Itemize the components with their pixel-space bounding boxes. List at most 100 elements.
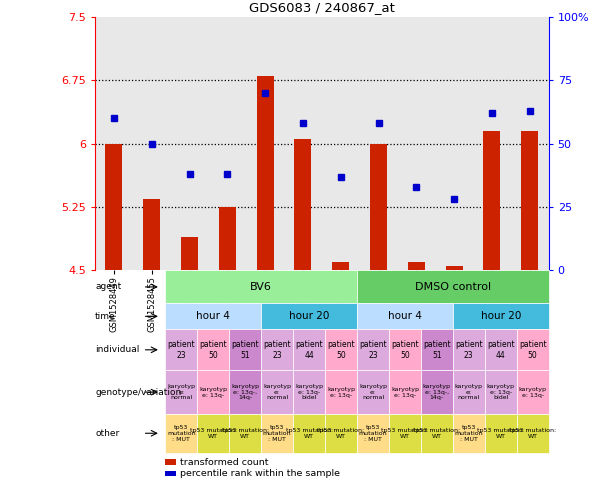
Bar — [453, 303, 549, 329]
Bar — [517, 329, 549, 370]
Bar — [197, 414, 229, 453]
Bar — [517, 414, 549, 453]
Bar — [485, 370, 517, 414]
Text: individual: individual — [95, 345, 139, 355]
Text: patient
44: patient 44 — [295, 340, 323, 359]
Bar — [389, 414, 421, 453]
Bar — [208, 17, 246, 270]
Bar — [485, 329, 517, 370]
Bar — [166, 414, 197, 453]
Text: tp53
mutation
: MUT: tp53 mutation : MUT — [359, 425, 387, 441]
Bar — [357, 414, 389, 453]
Bar — [325, 414, 357, 453]
Bar — [170, 17, 208, 270]
Text: tp53 mutation:
WT: tp53 mutation: WT — [477, 428, 524, 439]
Bar — [293, 370, 325, 414]
Text: karyotyp
e:
normal: karyotyp e: normal — [167, 384, 196, 400]
Text: tp53
mutation
: MUT: tp53 mutation : MUT — [263, 425, 291, 441]
Text: patient
51: patient 51 — [231, 340, 259, 359]
Bar — [166, 303, 261, 329]
Bar — [166, 459, 176, 465]
Text: time: time — [95, 312, 116, 321]
Bar — [229, 414, 261, 453]
Text: patient
51: patient 51 — [423, 340, 451, 359]
Bar — [511, 17, 549, 270]
Text: hour 20: hour 20 — [289, 312, 329, 321]
Text: karyotyp
e: 13q-: karyotyp e: 13q- — [391, 387, 419, 398]
Text: karyotyp
e: 13q-,
14q-: karyotyp e: 13q-, 14q- — [231, 384, 259, 400]
Text: genotype/variation: genotype/variation — [95, 388, 181, 397]
Text: tp53
mutation
: MUT: tp53 mutation : MUT — [454, 425, 483, 441]
Bar — [521, 131, 538, 270]
Bar — [397, 17, 435, 270]
Bar — [408, 262, 425, 270]
Bar — [360, 17, 397, 270]
Text: karyotyp
e:
normal: karyotyp e: normal — [359, 384, 387, 400]
Bar — [284, 17, 322, 270]
Bar — [357, 303, 453, 329]
Text: hour 4: hour 4 — [196, 312, 230, 321]
Bar — [389, 370, 421, 414]
Bar — [453, 414, 485, 453]
Bar — [453, 370, 485, 414]
Text: hour 20: hour 20 — [481, 312, 521, 321]
Bar — [95, 17, 133, 270]
Text: tp53 mutation:
WT: tp53 mutation: WT — [381, 428, 428, 439]
Bar — [421, 329, 453, 370]
Text: karyotyp
e: 13q-: karyotyp e: 13q- — [327, 387, 355, 398]
Text: patient
44: patient 44 — [487, 340, 514, 359]
Bar — [181, 237, 198, 270]
Text: patient
50: patient 50 — [327, 340, 355, 359]
Bar — [166, 370, 197, 414]
Text: hour 4: hour 4 — [388, 312, 422, 321]
Bar — [143, 199, 160, 270]
Text: karyotyp
e: 13q-,
14q-: karyotyp e: 13q-, 14q- — [423, 384, 451, 400]
Bar — [293, 329, 325, 370]
Bar — [370, 144, 387, 270]
Text: tp53 mutation:
WT: tp53 mutation: WT — [318, 428, 365, 439]
Bar — [484, 131, 500, 270]
Text: karyotyp
e: 13q-
bidel: karyotyp e: 13q- bidel — [487, 384, 515, 400]
Text: transformed count: transformed count — [180, 457, 269, 467]
Text: patient
23: patient 23 — [167, 340, 195, 359]
Bar — [294, 140, 311, 270]
Text: patient
50: patient 50 — [391, 340, 419, 359]
Bar — [246, 17, 284, 270]
Bar — [332, 262, 349, 270]
Bar — [357, 370, 389, 414]
Bar — [261, 303, 357, 329]
Text: karyotyp
e: 13q-
bidel: karyotyp e: 13q- bidel — [295, 384, 323, 400]
Text: patient
23: patient 23 — [264, 340, 291, 359]
Text: tp53
mutation
: MUT: tp53 mutation : MUT — [167, 425, 196, 441]
Text: other: other — [95, 429, 120, 438]
Bar — [219, 207, 236, 270]
Bar — [453, 329, 485, 370]
Bar — [325, 329, 357, 370]
Text: tp53 mutation:
WT: tp53 mutation: WT — [509, 428, 556, 439]
Text: patient
50: patient 50 — [199, 340, 227, 359]
Text: karyotyp
e: 13q-: karyotyp e: 13q- — [519, 387, 547, 398]
Bar — [421, 414, 453, 453]
Text: BV6: BV6 — [250, 282, 272, 292]
Bar — [257, 76, 273, 270]
Bar — [197, 370, 229, 414]
Title: GDS6083 / 240867_at: GDS6083 / 240867_at — [249, 1, 395, 14]
Bar — [421, 370, 453, 414]
Text: karyotyp
e: 13q-: karyotyp e: 13q- — [199, 387, 227, 398]
Bar — [166, 270, 357, 303]
Bar — [357, 329, 389, 370]
Bar — [133, 17, 170, 270]
Bar — [517, 370, 549, 414]
Bar — [325, 370, 357, 414]
Bar — [261, 370, 293, 414]
Bar — [166, 329, 197, 370]
Text: tp53 mutation:
WT: tp53 mutation: WT — [189, 428, 237, 439]
Text: tp53 mutation:
WT: tp53 mutation: WT — [413, 428, 460, 439]
Bar — [446, 266, 463, 270]
Bar — [389, 329, 421, 370]
Bar — [105, 144, 123, 270]
Bar — [229, 370, 261, 414]
Bar — [261, 414, 293, 453]
Bar — [435, 17, 473, 270]
Bar — [357, 270, 549, 303]
